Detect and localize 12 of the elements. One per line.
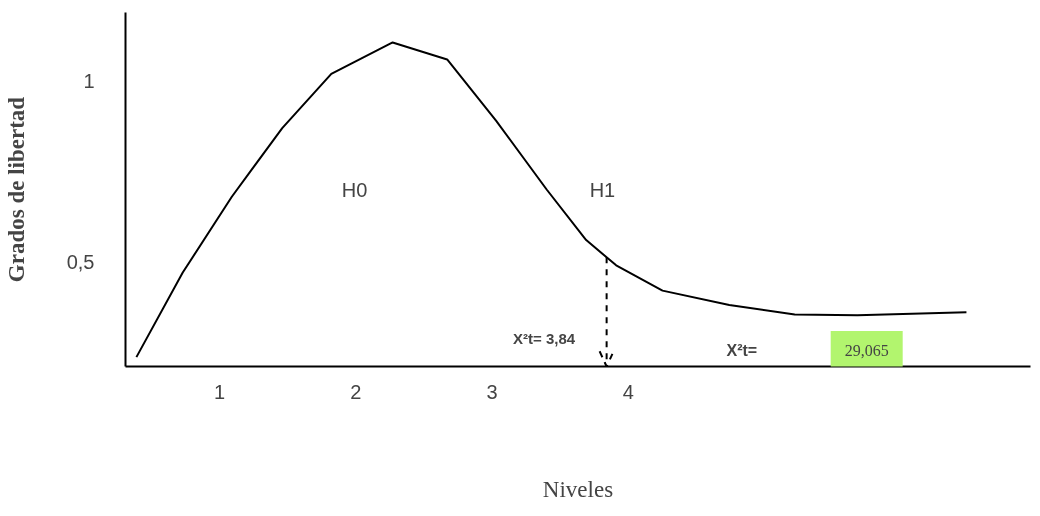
ref-line-label: X²t= 3,84 bbox=[513, 329, 576, 347]
x-tick-label: 4 bbox=[622, 380, 634, 403]
x-tick-label: 2 bbox=[350, 380, 362, 403]
annotation: X²t= bbox=[726, 342, 758, 360]
x-tick-label: 3 bbox=[486, 380, 498, 403]
annotation: H0 bbox=[341, 178, 368, 201]
x-tick-label: 1 bbox=[213, 380, 226, 403]
annotation: 29,065 bbox=[844, 342, 889, 360]
y-tick-label: 0,5 bbox=[66, 250, 95, 273]
y-axis-title: Grados de libertad bbox=[3, 96, 29, 283]
annotation: H1 bbox=[589, 178, 616, 201]
x-axis-title: Niveles bbox=[542, 476, 614, 502]
